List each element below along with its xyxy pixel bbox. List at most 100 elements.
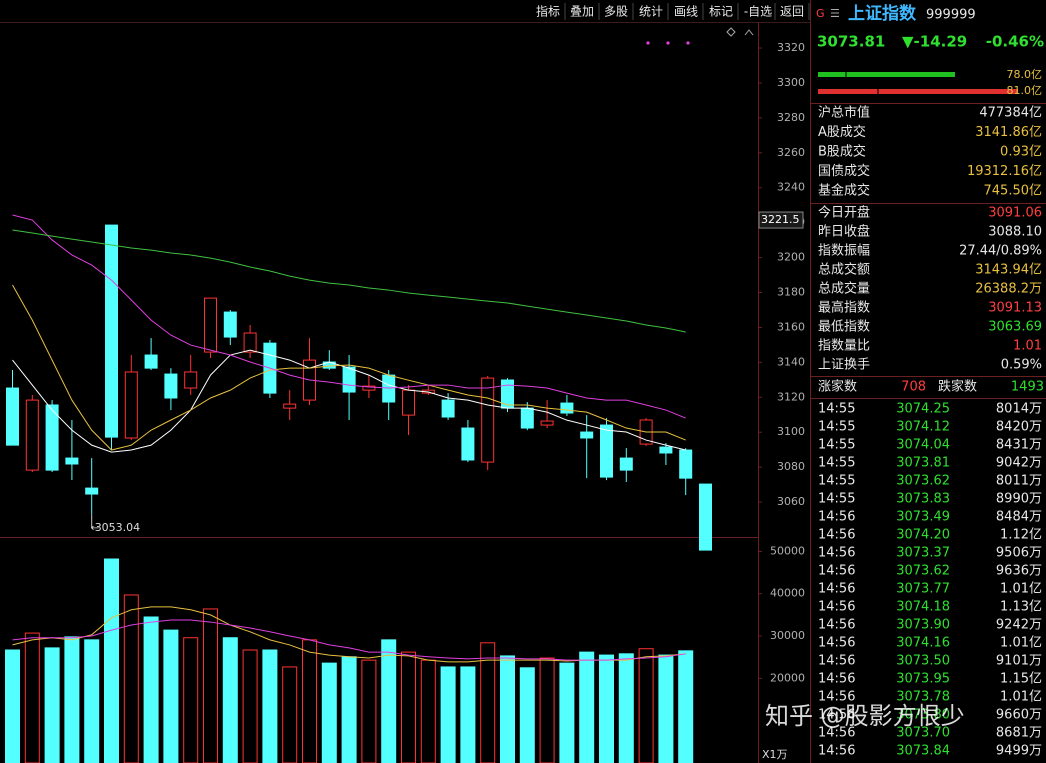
candle-body [679,449,693,479]
volume-bar [163,629,179,763]
candle-body [124,371,138,439]
tick-volume: 8681万 [996,726,1042,741]
tick-time: 14:56 [818,708,855,723]
volume-unit: X1万 [762,748,788,761]
watermark: 知乎 @股影方恨少 [765,702,965,730]
candle-body [283,403,297,409]
tick-price: 3074.18 [896,600,950,615]
y-tick-label: 3140 [777,355,805,368]
volume-bar [500,655,515,763]
tick-volume: 8420万 [996,420,1042,435]
up-count: 708 [901,380,926,395]
toolbar-button[interactable]: 指标 [536,4,560,19]
volume-bar [361,659,377,763]
stat-value: 3091.06 [988,206,1042,221]
tick-time: 14:56 [818,690,855,705]
badge: G [816,7,825,20]
tick-time: 14:56 [818,672,855,687]
volume-bar [539,657,555,763]
dot [666,41,670,45]
tick-time: 14:56 [818,618,855,633]
sell-bar [818,89,1018,94]
volume-bar [5,649,20,763]
tick-time: 14:55 [818,492,855,507]
moving-average [12,284,686,451]
y-tick-label: 3200 [777,251,805,264]
y-tick-label: 3180 [777,286,805,299]
volume-bar [519,667,535,763]
low-arrow: ← [91,523,99,534]
toolbar-button[interactable]: 叠加 [570,5,594,19]
toolbar-button[interactable]: 多股 [604,5,628,19]
stat-label: 国债成交 [818,163,870,179]
stat-value: 27.44/0.89% [959,244,1042,259]
volume-bar [123,594,139,763]
toolbar-button[interactable]: 返回 [780,5,804,19]
stat-value: 3063.69 [988,320,1042,335]
candle-body [243,332,257,353]
y-tick-label: 3080 [777,460,805,473]
candle-body [540,420,554,426]
candle-body [65,457,79,465]
candle-body [481,377,495,463]
tick-price: 3073.80 [896,708,950,723]
toolbar-button[interactable]: 统计 [639,5,663,19]
menu-icon[interactable]: ☰ [830,7,840,20]
candle-body [6,387,19,446]
tick-time: 14:56 [818,600,855,615]
volume-tick-label: 20000 [770,671,805,684]
candle-body [144,354,158,369]
volume-bar [84,639,100,763]
candle-body [45,404,59,471]
stat-value: 0.93亿 [1000,145,1042,160]
y-tick-label: 3300 [777,76,805,89]
tick-time: 14:56 [818,636,855,651]
tick-price: 3073.70 [896,726,950,741]
toolbar-button[interactable]: -自选 [744,5,772,19]
tick-time: 14:55 [818,474,855,489]
y-tick-label: 3120 [777,390,805,403]
tick-price: 3073.62 [896,564,950,579]
candle-body [580,431,594,439]
volume-bar [44,647,60,763]
candle-body [204,297,217,353]
stat-label: 沪总市值 [818,105,870,121]
dot [646,41,650,45]
index-name: 上证指数 [848,3,917,24]
stat-value: 26388.2万 [975,282,1042,297]
tick-price: 3073.90 [896,618,950,633]
stat-label: 上证换手 [818,358,870,373]
volume-bar [262,649,278,763]
stat-label: A股成交 [818,124,866,140]
candle-body [461,427,475,461]
volume-bar [440,666,456,763]
volume-bar [460,666,476,763]
candle-body [441,399,455,418]
tick-volume: 9101万 [996,654,1042,669]
candle-body [560,402,574,414]
tick-price: 3073.84 [896,744,950,759]
toolbar-button[interactable]: 画线 [674,5,698,19]
stat-value: 3088.10 [988,225,1042,240]
tick-volume: 9242万 [996,618,1042,633]
tick-volume: 8431万 [996,438,1042,453]
toolbar-button[interactable]: 标记 [709,5,733,19]
volume-bar [381,639,397,763]
tick-volume: 8990万 [996,492,1042,507]
stat-label: 总成交量 [818,281,870,297]
tick-volume: 9506万 [996,546,1042,561]
candle-body [659,446,673,454]
volume-bar [321,662,337,763]
candle-body [25,399,39,471]
up-count-label: 涨家数 [818,379,857,395]
stat-label: B股成交 [818,144,866,160]
down-count-label: 跌家数 [938,379,977,395]
volume-bar [618,653,634,763]
y-tick-label: 3060 [777,495,805,508]
candle-body [382,374,396,403]
tick-time: 14:55 [818,402,855,417]
stat-value: 477384亿 [979,106,1042,121]
tick-time: 14:55 [818,420,855,435]
change-percent: -0.46% [986,33,1044,51]
